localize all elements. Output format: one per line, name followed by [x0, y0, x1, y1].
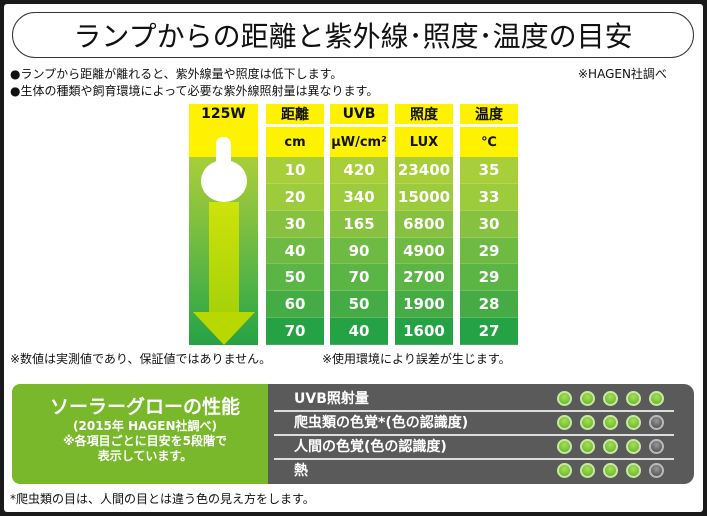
down-arrow-head-icon [193, 312, 255, 345]
table-column: UVB μW/cm² 420 340 165 90 70 50 40 [330, 104, 388, 346]
bulb-icon [216, 137, 231, 165]
rating-dot-filled-icon [649, 390, 664, 406]
rating-dot-filled-icon [603, 390, 618, 406]
source-note: ※HAGEN社調べ [578, 67, 667, 81]
table-cell: 340 [330, 183, 388, 211]
rating-label: 人間の色覚(色の認識度) [294, 439, 447, 455]
rating-dots [557, 390, 664, 406]
rating-row: 爬虫類の色覚*(色の認識度) [274, 411, 674, 433]
table-cell: 30 [460, 210, 518, 238]
rating-dots [557, 462, 664, 478]
table-cell: 29 [460, 264, 518, 292]
rating-row: 熱 [274, 459, 674, 481]
lamp-wattage: 125W [189, 104, 258, 124]
table-cell: 33 [460, 183, 518, 211]
rating-dot-filled-icon [580, 390, 595, 406]
column-unit: cm [266, 127, 324, 157]
table-cell: 70 [330, 264, 388, 292]
rating-dot-filled-icon [580, 438, 595, 454]
table-column: 照度 LUX 23400 15000 6800 4900 2700 1900 1600 [395, 104, 453, 346]
rating-dots [557, 414, 664, 430]
table-cell: 40 [266, 237, 324, 265]
performance-ratings-panel: UVB照射量爬虫類の色覚*(色の認識度) 人間の色覚(色の認識度) 熱 [268, 384, 694, 484]
table-cell: 28 [460, 291, 518, 319]
rating-dot-filled-icon [603, 462, 618, 478]
down-arrow-icon [209, 202, 239, 314]
column-unit: ℃ [460, 127, 518, 157]
table-cell: 29 [460, 237, 518, 265]
performance-scale-note-2: 表示しています。 [97, 449, 193, 463]
table-cell: 1600 [395, 318, 453, 346]
rating-dot-filled-icon [603, 438, 618, 454]
rating-dot-empty-icon [649, 414, 664, 430]
table-cell: 90 [330, 237, 388, 265]
table-cell: 1900 [395, 291, 453, 319]
rating-dot-filled-icon [557, 438, 572, 454]
rating-dot-filled-icon [626, 414, 641, 430]
performance-scale-note: ※各項目ごとに目安を5段階で [62, 434, 228, 448]
table-cell: 60 [266, 291, 324, 319]
row-divider [274, 458, 674, 460]
rating-dot-filled-icon [580, 414, 595, 430]
bulb-icon-body [201, 160, 247, 202]
table-cell: 23400 [395, 157, 453, 184]
rating-label: 熱 [294, 463, 308, 479]
lamp-column: 125W [189, 104, 258, 345]
table-column: 距離 cm 10 20 30 40 50 60 70 [266, 104, 324, 346]
table-cell: 40 [330, 318, 388, 346]
rating-dot-filled-icon [626, 438, 641, 454]
column-unit: LUX [395, 127, 453, 157]
note-line-1: ●ランプから距離が離れると、紫外線量や照度は低下します。 [10, 67, 343, 81]
table-cell: 10 [266, 157, 324, 184]
column-header: UVB [330, 104, 388, 124]
performance-source: (2015年 HAGEN社調べ) [73, 419, 217, 433]
table-cell: 420 [330, 157, 388, 184]
table-cell: 30 [266, 210, 324, 238]
disclaimer-measured: ※数値は実測値であり、保証値ではありません。 [10, 352, 272, 366]
performance-heading: ソーラーグローの性能 [49, 396, 240, 418]
rating-dot-empty-icon [649, 462, 664, 478]
rating-dot-filled-icon [603, 414, 618, 430]
row-divider [274, 434, 674, 436]
rating-dots [557, 438, 664, 454]
disclaimer-environment: ※使用環境により誤差が生じます。 [322, 352, 511, 366]
rating-dot-filled-icon [580, 462, 595, 478]
table-cell: 20 [266, 183, 324, 211]
rating-row: UVB照射量 [274, 387, 674, 409]
table-cell: 165 [330, 210, 388, 238]
table-cell: 15000 [395, 183, 453, 211]
table-column: 温度 ℃ 35 33 30 29 29 28 27 [460, 104, 518, 346]
column-header: 温度 [460, 104, 518, 124]
rating-dot-filled-icon [557, 390, 572, 406]
table-cell: 70 [266, 318, 324, 346]
rating-dot-filled-icon [626, 462, 641, 478]
table-cell: 27 [460, 318, 518, 346]
performance-title-panel: ソーラーグローの性能 (2015年 HAGEN社調べ) ※各項目ごとに目安を5段… [12, 384, 278, 484]
table-cell: 2700 [395, 264, 453, 292]
title-banner: ランプからの距離と紫外線･照度･温度の目安 [12, 12, 694, 58]
rating-label: 爬虫類の色覚*(色の認識度) [294, 415, 469, 431]
rating-dot-filled-icon [557, 462, 572, 478]
column-unit: μW/cm² [330, 127, 388, 157]
table-cell: 4900 [395, 237, 453, 265]
footnote-reptile-vision: *爬虫類の目は、人間の目とは違う色の見え方をします。 [10, 492, 315, 506]
page-title: ランプからの距離と紫外線･照度･温度の目安 [73, 20, 633, 53]
row-divider [274, 410, 674, 412]
note-line-2: ●生体の種類や飼育環境によって必要な紫外線照射量は異なります。 [10, 84, 379, 98]
column-header: 距離 [266, 104, 324, 124]
table-cell: 50 [266, 264, 324, 292]
rating-dot-filled-icon [557, 414, 572, 430]
table-cell: 50 [330, 291, 388, 319]
rating-dot-empty-icon [649, 438, 664, 454]
rating-dot-filled-icon [626, 390, 641, 406]
table-cell: 6800 [395, 210, 453, 238]
rating-label: UVB照射量 [294, 391, 369, 407]
column-header: 照度 [395, 104, 453, 124]
table-cell: 35 [460, 157, 518, 184]
rating-row: 人間の色覚(色の認識度) [274, 435, 674, 457]
